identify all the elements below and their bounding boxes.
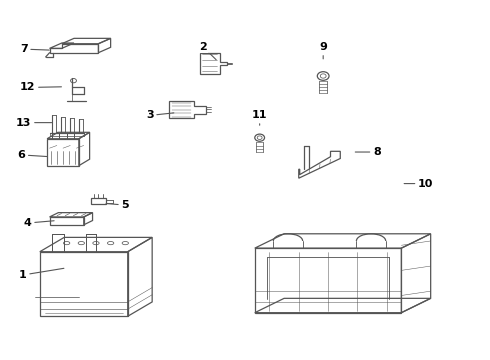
Text: 13: 13 [16, 118, 51, 128]
Text: 3: 3 [146, 111, 174, 121]
Text: 9: 9 [319, 42, 327, 59]
Text: 11: 11 [252, 111, 268, 125]
Text: 10: 10 [404, 179, 434, 189]
Text: 5: 5 [106, 200, 129, 210]
Text: 6: 6 [17, 150, 47, 160]
Text: 4: 4 [24, 218, 54, 228]
Text: 8: 8 [355, 147, 381, 157]
Text: 7: 7 [20, 44, 49, 54]
Text: 12: 12 [20, 82, 61, 93]
Text: 2: 2 [199, 42, 216, 60]
Text: 1: 1 [19, 268, 64, 280]
